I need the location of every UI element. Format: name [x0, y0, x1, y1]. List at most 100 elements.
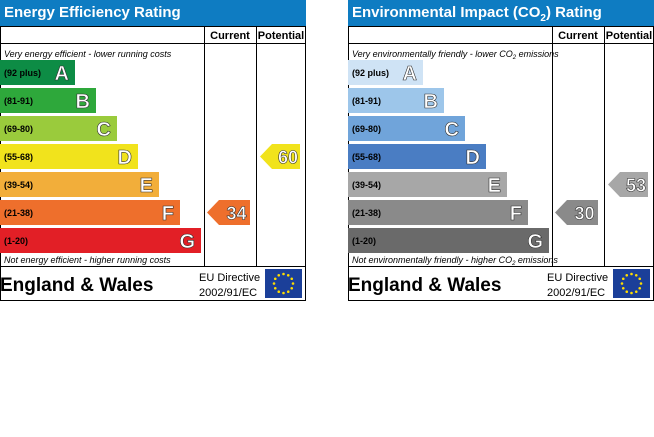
band-range-G: (1-20) — [4, 236, 28, 246]
band-bar-D — [0, 144, 138, 169]
chart-title: Environmental Impact (CO2) Rating — [348, 0, 654, 26]
energy-efficiency-chart: Current Potential Very energy efficient - … — [0, 26, 306, 301]
band-bar-F — [348, 200, 528, 225]
region-label: England & Wales — [348, 275, 502, 296]
eu-directive-line1: EU Directive — [547, 272, 609, 284]
flag-star — [291, 282, 295, 285]
band-letter-A: A — [403, 63, 417, 85]
flag-star — [277, 290, 281, 294]
band-letter-E: E — [140, 175, 153, 197]
flag-star — [638, 277, 642, 281]
potential-rating-value: 60 — [278, 148, 298, 168]
potential-rating-arrow — [608, 172, 648, 197]
flag-star — [282, 291, 285, 295]
potential-rating-value: 53 — [626, 176, 646, 196]
band-bar-B — [0, 88, 96, 113]
energy-efficiency-panel: Energy Efficiency Rating Current Potentia… — [0, 0, 306, 301]
current-rating-value: 30 — [574, 204, 594, 224]
band-letter-B: B — [424, 91, 438, 113]
flag-star — [286, 273, 290, 277]
band-letter-A: A — [55, 63, 69, 85]
flag-star — [277, 273, 281, 277]
potential-column-header: Potential — [606, 30, 652, 42]
current-column-header: Current — [558, 30, 598, 42]
flag-star — [621, 286, 625, 290]
band-range-E: (39-54) — [4, 180, 33, 190]
eu-directive-line2: 2002/91/EC — [547, 287, 606, 299]
band-letter-D: D — [466, 147, 480, 169]
chart-title: Energy Efficiency Rating — [0, 0, 306, 26]
eu-directive-line2: 2002/91/EC — [199, 287, 258, 299]
band-range-A: (92 plus) — [4, 68, 41, 78]
flag-star — [282, 272, 285, 276]
flag-star — [630, 272, 633, 276]
eu-directive-line1: EU Directive — [199, 272, 261, 284]
eu-directive-label: EU Directive 2002/91/EC — [199, 271, 260, 301]
title-end: ) Rating — [545, 4, 602, 21]
flag-star — [639, 282, 643, 285]
potential-column-header: Potential — [258, 30, 304, 42]
band-letter-B: B — [76, 91, 90, 113]
band-letter-D: D — [118, 147, 132, 169]
current-column-header: Current — [210, 30, 250, 42]
band-bar-D — [348, 144, 486, 169]
current-rating-arrow — [207, 200, 250, 225]
flag-star — [620, 282, 624, 285]
flag-star — [290, 286, 294, 290]
band-range-B: (81-91) — [4, 96, 33, 106]
flag-star — [286, 290, 290, 294]
band-letter-F: F — [510, 203, 522, 225]
current-rating-value: 34 — [226, 204, 246, 224]
eu-flag-icon — [265, 269, 302, 298]
band-letter-G: G — [527, 231, 543, 253]
band-letter-E: E — [488, 175, 501, 197]
flag-star — [273, 286, 277, 290]
eu-directive-label: EU Directive 2002/91/EC — [547, 271, 608, 301]
flag-star — [621, 277, 625, 281]
band-range-F: (21-38) — [352, 208, 381, 218]
environmental-impact-panel: Environmental Impact (CO2) Rating Curren… — [348, 0, 654, 301]
flag-star — [273, 277, 277, 281]
band-bar-E — [0, 172, 159, 197]
band-bar-G — [348, 228, 549, 253]
flag-star — [272, 282, 276, 285]
band-letter-C: C — [97, 119, 111, 141]
flag-star — [634, 273, 638, 277]
flag-star — [630, 291, 633, 295]
environmental-impact-chart: Current Potential Very environmentally fri… — [348, 26, 654, 301]
band-bar-E — [348, 172, 507, 197]
band-range-A: (92 plus) — [352, 68, 389, 78]
band-range-C: (69-80) — [352, 124, 381, 134]
band-letter-F: F — [162, 203, 174, 225]
band-bar-C — [348, 116, 465, 141]
band-bar-F — [0, 200, 180, 225]
band-range-D: (55-68) — [4, 152, 33, 162]
title-subscript: 2 — [540, 13, 546, 24]
band-range-F: (21-38) — [4, 208, 33, 218]
bottom-note: Not energy efficient - higher running co… — [4, 255, 171, 265]
bottom-note: Not environmentally friendly - higher CO… — [352, 255, 558, 267]
eu-flag-icon — [613, 269, 650, 298]
flag-star — [625, 290, 629, 294]
top-note: Very energy efficient - lower running co… — [4, 49, 172, 59]
band-bar-A — [0, 60, 75, 85]
band-range-G: (1-20) — [352, 236, 376, 246]
band-bar-B — [348, 88, 444, 113]
band-range-B: (81-91) — [352, 96, 381, 106]
band-range-D: (55-68) — [352, 152, 381, 162]
band-bar-G — [0, 228, 201, 253]
potential-rating-arrow — [260, 144, 300, 169]
flag-star — [290, 277, 294, 281]
flag-star — [625, 273, 629, 277]
flag-star — [634, 290, 638, 294]
band-letter-G: G — [179, 231, 195, 253]
band-bar-C — [0, 116, 117, 141]
top-note: Very environmentally friendly - lower CO… — [352, 49, 559, 61]
band-range-E: (39-54) — [352, 180, 381, 190]
band-bar-A — [348, 60, 423, 85]
band-range-C: (69-80) — [4, 124, 33, 134]
region-label: England & Wales — [0, 275, 154, 296]
title-main: Environmental Impact (CO — [352, 4, 541, 21]
current-rating-arrow — [555, 200, 598, 225]
flag-star — [638, 286, 642, 290]
